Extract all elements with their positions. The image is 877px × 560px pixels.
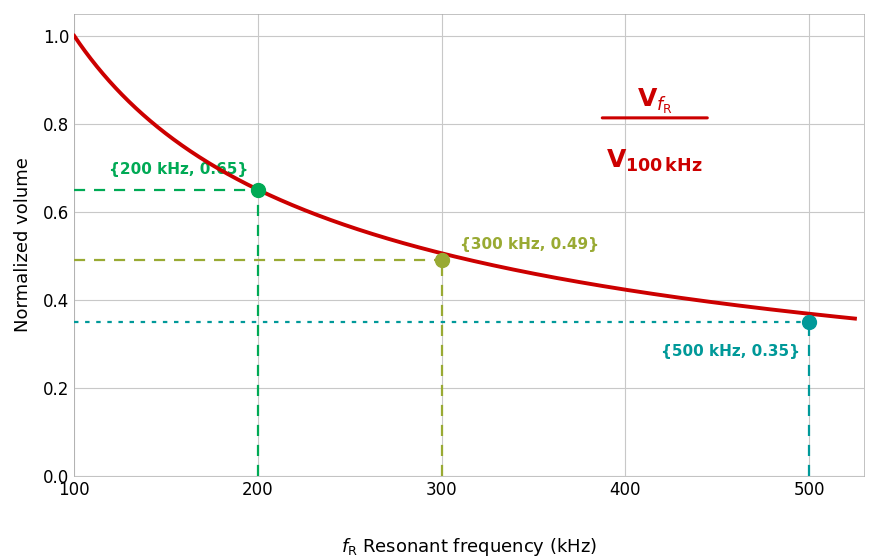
Y-axis label: Normalized volume: Normalized volume	[14, 157, 32, 333]
Text: {300 kHz, 0.49}: {300 kHz, 0.49}	[460, 236, 598, 251]
Text: {200 kHz, 0.65}: {200 kHz, 0.65}	[110, 162, 248, 177]
Text: {500 kHz, 0.35}: {500 kHz, 0.35}	[660, 344, 799, 359]
Text: $f_\mathrm{R}$ Resonant frequency (kHz): $f_\mathrm{R}$ Resonant frequency (kHz)	[340, 536, 596, 558]
Text: $\mathbf{V}_{\mathbf{100\,kHz}}$: $\mathbf{V}_{\mathbf{100\,kHz}}$	[606, 148, 702, 174]
Text: $\mathbf{V}_{f_\mathrm{R}}$: $\mathbf{V}_{f_\mathrm{R}}$	[636, 86, 672, 115]
